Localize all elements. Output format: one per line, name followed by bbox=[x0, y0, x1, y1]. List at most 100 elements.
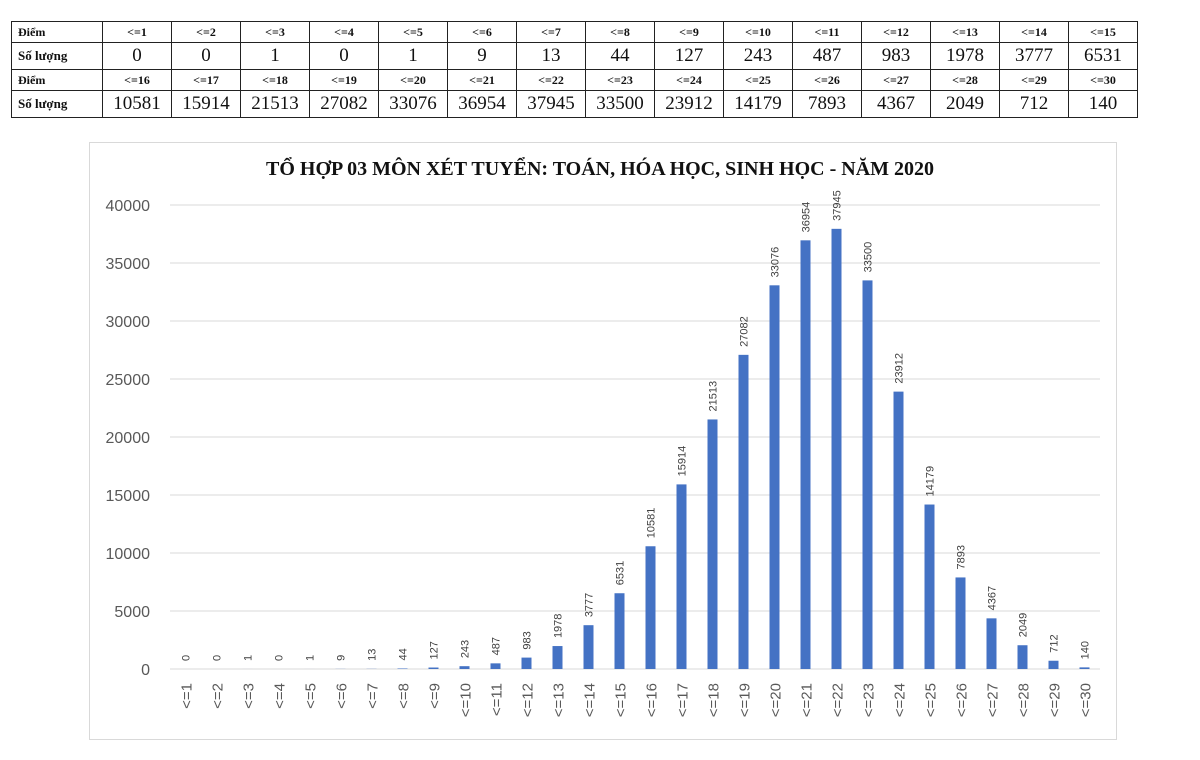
bar bbox=[862, 280, 873, 669]
y-tick-label: 0 bbox=[141, 662, 150, 679]
bar bbox=[986, 618, 997, 669]
count-cell: 140 bbox=[1068, 90, 1138, 118]
data-label: 9 bbox=[336, 655, 348, 661]
x-tick-label: <=23 bbox=[861, 683, 878, 717]
x-tick-label: <=1 bbox=[179, 683, 196, 709]
count-cell: 712 bbox=[999, 90, 1069, 118]
data-label: 15914 bbox=[677, 446, 689, 477]
bar bbox=[552, 646, 563, 669]
count-cell: 487 bbox=[792, 42, 862, 70]
y-tick-label: 5000 bbox=[114, 604, 150, 621]
count-cell: 0 bbox=[102, 42, 172, 70]
count-row: Số lượng 10581 15914 21513 27082 33076 36954 37… bbox=[11, 90, 1138, 118]
x-tick-label: <=30 bbox=[1078, 683, 1095, 717]
x-tick-label: <=8 bbox=[396, 683, 413, 709]
data-label: 23912 bbox=[894, 353, 906, 384]
count-cell: 44 bbox=[585, 42, 655, 70]
y-tick-label: 35000 bbox=[106, 256, 151, 273]
count-cell: 15914 bbox=[171, 90, 241, 118]
chart-frame bbox=[89, 142, 1117, 740]
count-cell: 243 bbox=[723, 42, 793, 70]
bar bbox=[955, 577, 966, 669]
x-tick-label: <=26 bbox=[954, 683, 971, 717]
y-tick-label: 15000 bbox=[106, 488, 151, 505]
data-label: 0 bbox=[212, 655, 224, 661]
x-tick-label: <=16 bbox=[644, 683, 661, 717]
data-label: 4367 bbox=[987, 586, 999, 610]
x-tick-label: <=2 bbox=[210, 683, 227, 709]
data-label: 27082 bbox=[739, 316, 751, 347]
x-tick-label: <=21 bbox=[799, 683, 816, 717]
count-cell: 27082 bbox=[309, 90, 379, 118]
data-label: 2049 bbox=[1018, 613, 1030, 637]
y-tick-label: 20000 bbox=[106, 430, 151, 447]
y-tick-label: 30000 bbox=[106, 314, 151, 331]
y-tick-label: 10000 bbox=[106, 546, 151, 563]
count-cell: 23912 bbox=[654, 90, 724, 118]
bar bbox=[459, 666, 470, 669]
count-cell: 7893 bbox=[792, 90, 862, 118]
data-label: 33076 bbox=[770, 247, 782, 278]
data-label: 33500 bbox=[863, 242, 875, 273]
x-tick-label: <=19 bbox=[737, 683, 754, 717]
count-cell: 14179 bbox=[723, 90, 793, 118]
x-tick-label: <=5 bbox=[303, 683, 320, 709]
data-label: 712 bbox=[1049, 634, 1061, 652]
chart-title: TỔ HỢP 03 MÔN XÉT TUYỂN: TOÁN, HÓA HỌC, … bbox=[265, 158, 935, 180]
points-cell: <=25 bbox=[723, 69, 793, 91]
bar bbox=[924, 504, 935, 669]
points-cell: <=23 bbox=[585, 69, 655, 91]
x-tick-label: <=17 bbox=[675, 683, 692, 717]
points-row: Điểm <=1 <=2 <=3 <=4 <=5 <=6 <=7 <=8 <=9 <=10 <=11 <… bbox=[11, 21, 1138, 43]
count-cell: 4367 bbox=[861, 90, 931, 118]
row-label-count: Số lượng bbox=[11, 42, 103, 70]
x-tick-label: <=9 bbox=[427, 683, 444, 709]
bar bbox=[707, 419, 718, 669]
count-cell: 10581 bbox=[102, 90, 172, 118]
bar bbox=[521, 657, 532, 669]
x-tick-label: <=29 bbox=[1047, 683, 1064, 717]
x-tick-label: <=28 bbox=[1016, 683, 1033, 717]
x-tick-label: <=15 bbox=[613, 683, 630, 717]
count-cell: 2049 bbox=[930, 90, 1000, 118]
data-label: 1 bbox=[243, 655, 255, 661]
data-label: 6531 bbox=[615, 561, 627, 585]
bar bbox=[1079, 667, 1090, 669]
count-cell: 983 bbox=[861, 42, 931, 70]
x-tick-label: <=14 bbox=[582, 683, 599, 717]
data-label: 140 bbox=[1080, 641, 1092, 659]
x-tick-label: <=10 bbox=[458, 683, 475, 717]
data-label: 1978 bbox=[553, 614, 565, 638]
data-label: 0 bbox=[274, 655, 286, 661]
data-label: 14179 bbox=[925, 466, 937, 497]
count-cell: 33500 bbox=[585, 90, 655, 118]
bar bbox=[769, 285, 780, 669]
bar bbox=[397, 668, 408, 669]
points-cell: <=4 bbox=[309, 21, 379, 43]
x-tick-label: <=27 bbox=[985, 683, 1002, 717]
data-label: 243 bbox=[460, 640, 472, 658]
count-cell: 127 bbox=[654, 42, 724, 70]
data-label: 3777 bbox=[584, 593, 596, 617]
x-tick-label: <=7 bbox=[365, 683, 382, 709]
data-label: 37945 bbox=[832, 190, 844, 221]
bar bbox=[738, 354, 749, 669]
x-tick-label: <=4 bbox=[272, 683, 289, 709]
x-tick-label: <=12 bbox=[520, 683, 537, 717]
data-label: 36954 bbox=[801, 202, 813, 233]
data-label: 983 bbox=[522, 631, 534, 649]
points-cell: <=12 bbox=[861, 21, 931, 43]
bar bbox=[800, 240, 811, 669]
x-tick-label: <=25 bbox=[923, 683, 940, 717]
data-label: 10581 bbox=[646, 508, 658, 539]
points-cell: <=27 bbox=[861, 69, 931, 91]
data-label: 0 bbox=[181, 655, 193, 661]
data-label: 21513 bbox=[708, 381, 720, 412]
points-cell: <=28 bbox=[930, 69, 1000, 91]
x-tick-label: <=3 bbox=[241, 683, 258, 709]
data-label: 1 bbox=[305, 655, 317, 661]
count-cell: 0 bbox=[171, 42, 241, 70]
x-tick-label: <=13 bbox=[551, 683, 568, 717]
bar bbox=[614, 593, 625, 669]
